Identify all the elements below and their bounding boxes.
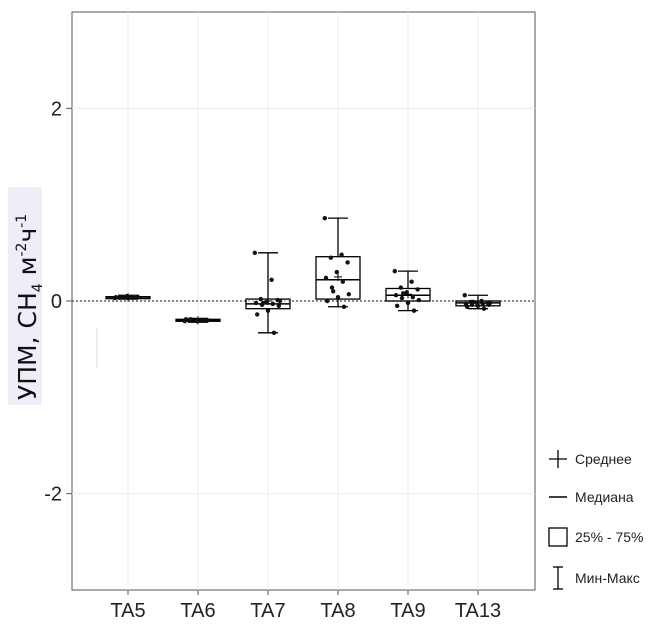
data-point: [335, 270, 339, 274]
data-point: [323, 216, 327, 220]
data-point: [135, 294, 139, 298]
data-point: [411, 295, 415, 299]
data-point: [189, 317, 193, 321]
data-point: [195, 319, 199, 323]
data-point: [278, 299, 282, 303]
data-point: [339, 253, 343, 257]
data-point: [471, 300, 475, 304]
data-point: [393, 269, 397, 273]
x-tick-label-TA9: TA9: [390, 600, 425, 622]
data-point: [341, 280, 345, 284]
legend-item-median: Медиана: [549, 489, 634, 505]
data-point: [347, 292, 351, 296]
data-point: [259, 297, 263, 301]
data-point: [324, 276, 328, 280]
y-axis-label-part-2: м: [13, 257, 42, 284]
data-point: [463, 293, 467, 297]
y-axis-label-part-4: ч: [13, 228, 42, 243]
data-point: [184, 317, 188, 321]
data-point: [201, 318, 205, 322]
data-point: [342, 305, 346, 309]
legend-label-0: Среднее: [575, 451, 632, 467]
data-point: [261, 301, 265, 305]
data-point: [255, 312, 259, 316]
x-tick-label-TA8: TA8: [320, 600, 355, 622]
data-point: [394, 293, 398, 297]
data-point: [129, 295, 133, 299]
data-point: [114, 295, 118, 299]
y-axis-label-part-0: УПМ, CH: [13, 292, 42, 400]
data-point: [254, 301, 258, 305]
x-tick-label-TA7: TA7: [250, 600, 285, 622]
legend-box-icon: [549, 528, 567, 546]
data-point: [395, 304, 399, 308]
x-tick-label-TA6: TA6: [180, 600, 215, 622]
data-point: [488, 301, 492, 305]
legend-item-whisker: Мин-Макс: [553, 567, 640, 589]
x-tick-label-TA13: TA13: [455, 600, 501, 622]
data-point: [399, 285, 403, 289]
y-axis-label-part-5: -1: [14, 214, 30, 228]
data-point: [401, 291, 405, 295]
data-point: [119, 295, 123, 299]
data-point: [336, 295, 340, 299]
data-point: [266, 308, 270, 312]
data-point: [253, 251, 257, 255]
data-point: [277, 304, 281, 308]
data-point: [417, 298, 421, 302]
legend-item-box: 25% - 75%: [549, 528, 643, 546]
data-point: [325, 299, 329, 303]
data-point: [329, 255, 333, 259]
y-axis-label-part-1: 4: [30, 283, 46, 292]
data-point: [415, 287, 419, 291]
y-axis-ticks: 2 0 -2: [44, 98, 72, 505]
data-point: [400, 296, 404, 300]
data-point: [330, 285, 334, 289]
data-point: [345, 260, 349, 264]
legend-label-2: 25% - 75%: [575, 529, 643, 545]
data-point: [331, 289, 335, 293]
data-point: [272, 331, 276, 335]
data-point: [205, 318, 209, 322]
data-point: [481, 302, 485, 306]
y-axis-label: УПМ, CH4 м-2ч-1: [13, 214, 46, 400]
legend-item-mean: Среднее: [549, 450, 632, 468]
x-tick-label-TA5: TA5: [110, 600, 145, 622]
data-point: [271, 302, 275, 306]
data-point: [482, 307, 486, 311]
legend: Среднее Медиана 25% - 75% Мин-Макс: [549, 450, 643, 589]
data-point: [409, 280, 413, 284]
y-tick-label-1: 0: [51, 291, 62, 313]
y-axis-label-part-3: -2: [14, 243, 30, 257]
data-point: [269, 278, 273, 282]
data-point: [406, 301, 410, 305]
y-tick-label-2: -2: [44, 484, 62, 506]
legend-label-3: Мин-Макс: [575, 570, 640, 586]
data-point: [412, 308, 416, 312]
data-point: [125, 294, 129, 298]
legend-label-1: Медиана: [575, 489, 634, 505]
y-tick-label-0: 2: [51, 98, 62, 120]
data-point: [465, 305, 469, 309]
data-point: [476, 304, 480, 308]
x-axis-categories: TA5 TA6 TA7 TA8 TA9 TA13: [110, 590, 501, 622]
